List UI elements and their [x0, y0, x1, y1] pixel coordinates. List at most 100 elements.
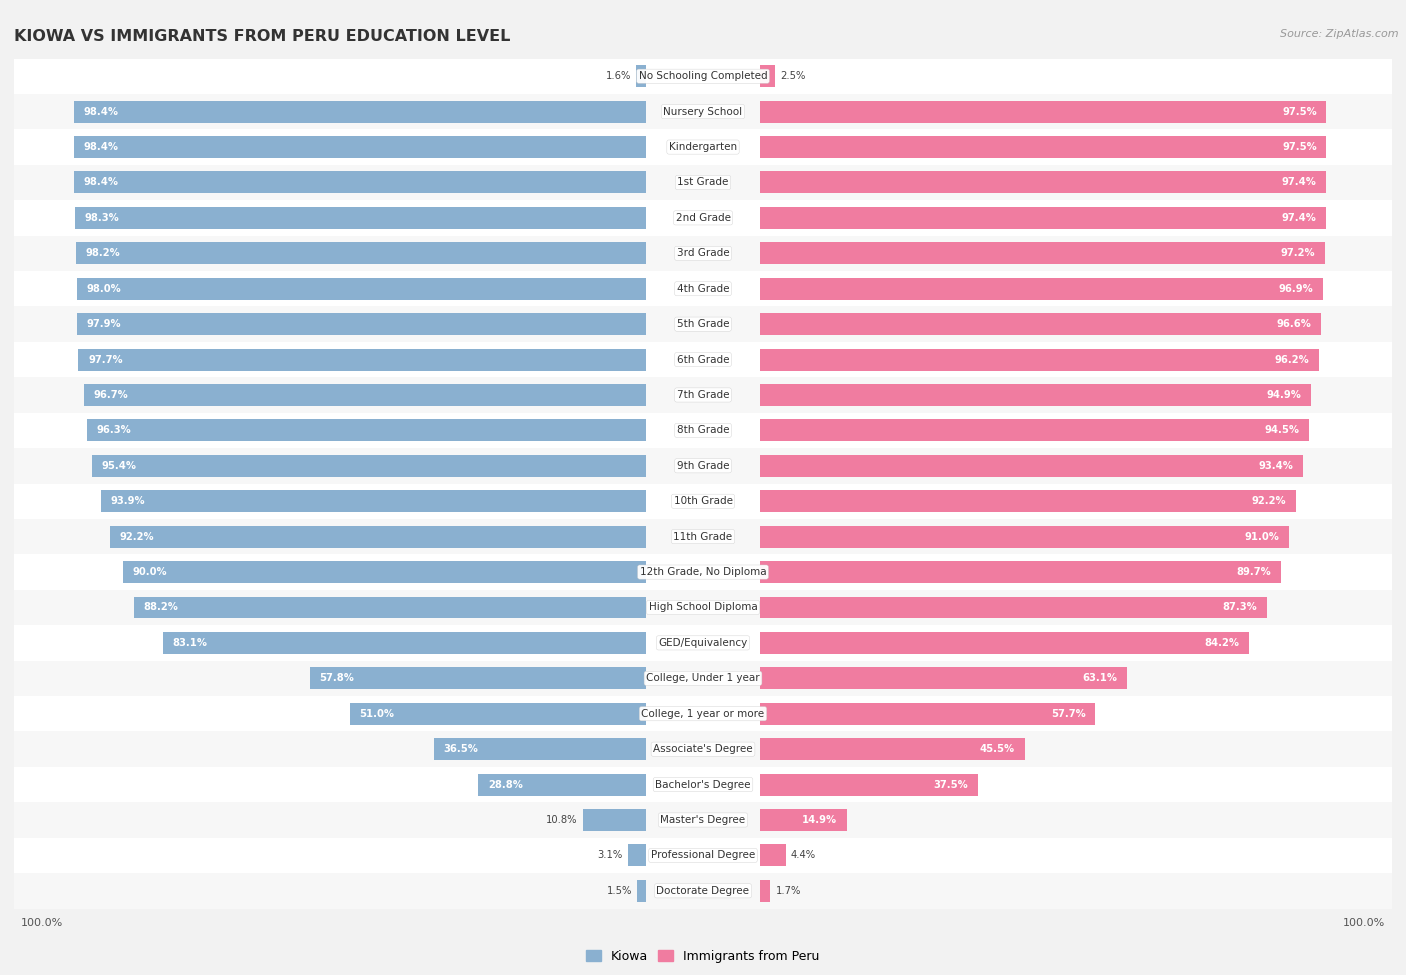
- Bar: [433, 738, 645, 761]
- Bar: [761, 879, 770, 902]
- Bar: [637, 65, 645, 87]
- Bar: [14, 802, 1392, 838]
- Bar: [100, 490, 645, 512]
- Text: 4th Grade: 4th Grade: [676, 284, 730, 293]
- Text: 3rd Grade: 3rd Grade: [676, 249, 730, 258]
- Bar: [14, 484, 1392, 519]
- Text: Source: ZipAtlas.com: Source: ZipAtlas.com: [1281, 29, 1399, 39]
- Text: 96.2%: 96.2%: [1274, 355, 1309, 365]
- Bar: [583, 809, 645, 831]
- Text: 98.4%: 98.4%: [84, 106, 120, 117]
- Bar: [124, 561, 645, 583]
- Text: 3.1%: 3.1%: [598, 850, 623, 860]
- Text: 95.4%: 95.4%: [101, 461, 136, 471]
- Text: Doctorate Degree: Doctorate Degree: [657, 886, 749, 896]
- Bar: [14, 236, 1392, 271]
- Bar: [14, 731, 1392, 767]
- Text: 96.9%: 96.9%: [1278, 284, 1313, 293]
- Text: 1.6%: 1.6%: [606, 71, 631, 81]
- Text: Bachelor's Degree: Bachelor's Degree: [655, 780, 751, 790]
- Text: 57.7%: 57.7%: [1052, 709, 1085, 719]
- Text: Nursery School: Nursery School: [664, 106, 742, 117]
- Text: 11th Grade: 11th Grade: [673, 531, 733, 542]
- Text: 96.3%: 96.3%: [96, 425, 131, 436]
- Text: 92.2%: 92.2%: [1251, 496, 1286, 506]
- Text: 97.7%: 97.7%: [89, 355, 122, 365]
- Bar: [478, 773, 645, 796]
- Text: No Schooling Completed: No Schooling Completed: [638, 71, 768, 81]
- Text: 4.4%: 4.4%: [792, 850, 815, 860]
- Text: College, Under 1 year: College, Under 1 year: [647, 674, 759, 683]
- Text: 10.8%: 10.8%: [547, 815, 578, 825]
- Text: 45.5%: 45.5%: [980, 744, 1015, 754]
- Bar: [761, 65, 775, 87]
- Text: 97.2%: 97.2%: [1281, 249, 1315, 258]
- Text: High School Diploma: High School Diploma: [648, 603, 758, 612]
- Bar: [75, 172, 645, 193]
- Bar: [14, 874, 1392, 909]
- Bar: [14, 306, 1392, 342]
- Text: 10th Grade: 10th Grade: [673, 496, 733, 506]
- Bar: [14, 271, 1392, 306]
- Text: 9th Grade: 9th Grade: [676, 461, 730, 471]
- Bar: [761, 667, 1126, 689]
- Text: 2nd Grade: 2nd Grade: [675, 213, 731, 223]
- Bar: [14, 625, 1392, 661]
- Text: 96.7%: 96.7%: [94, 390, 128, 400]
- Bar: [761, 384, 1312, 406]
- Bar: [14, 661, 1392, 696]
- Bar: [761, 844, 786, 867]
- Bar: [14, 555, 1392, 590]
- Text: 51.0%: 51.0%: [359, 709, 394, 719]
- Bar: [14, 200, 1392, 236]
- Bar: [761, 561, 1281, 583]
- Bar: [14, 412, 1392, 449]
- Bar: [77, 278, 645, 299]
- Bar: [14, 519, 1392, 555]
- Bar: [761, 454, 1302, 477]
- Bar: [14, 342, 1392, 377]
- Text: 5th Grade: 5th Grade: [676, 319, 730, 330]
- Text: 28.8%: 28.8%: [488, 780, 523, 790]
- Text: 98.4%: 98.4%: [84, 177, 120, 187]
- Text: 98.0%: 98.0%: [86, 284, 121, 293]
- Text: 2.5%: 2.5%: [780, 71, 806, 81]
- Text: 87.3%: 87.3%: [1223, 603, 1257, 612]
- Text: KIOWA VS IMMIGRANTS FROM PERU EDUCATION LEVEL: KIOWA VS IMMIGRANTS FROM PERU EDUCATION …: [14, 29, 510, 44]
- Bar: [14, 165, 1392, 200]
- Text: Kindergarten: Kindergarten: [669, 142, 737, 152]
- Bar: [761, 419, 1309, 442]
- Text: 57.8%: 57.8%: [319, 674, 354, 683]
- Bar: [350, 703, 645, 724]
- Bar: [627, 844, 645, 867]
- Text: 88.2%: 88.2%: [143, 603, 179, 612]
- Text: 63.1%: 63.1%: [1083, 674, 1118, 683]
- Text: 1.5%: 1.5%: [606, 886, 631, 896]
- Text: 14.9%: 14.9%: [803, 815, 838, 825]
- Bar: [761, 349, 1319, 371]
- Bar: [14, 590, 1392, 625]
- Bar: [761, 172, 1326, 193]
- Text: Associate's Degree: Associate's Degree: [654, 744, 752, 754]
- Text: 89.7%: 89.7%: [1237, 567, 1271, 577]
- Text: 97.5%: 97.5%: [1282, 106, 1317, 117]
- Bar: [75, 136, 645, 158]
- Bar: [75, 207, 645, 229]
- Text: 100.0%: 100.0%: [1343, 917, 1385, 927]
- Text: 97.9%: 97.9%: [87, 319, 121, 330]
- Bar: [761, 136, 1326, 158]
- Bar: [111, 526, 645, 548]
- Text: 94.9%: 94.9%: [1267, 390, 1302, 400]
- Text: 1.7%: 1.7%: [775, 886, 801, 896]
- Text: 100.0%: 100.0%: [21, 917, 63, 927]
- Bar: [761, 597, 1267, 618]
- Text: 97.4%: 97.4%: [1281, 213, 1316, 223]
- Bar: [134, 597, 645, 618]
- Text: 1st Grade: 1st Grade: [678, 177, 728, 187]
- Text: Master's Degree: Master's Degree: [661, 815, 745, 825]
- Bar: [87, 419, 645, 442]
- Bar: [761, 773, 979, 796]
- Bar: [14, 94, 1392, 130]
- Text: GED/Equivalency: GED/Equivalency: [658, 638, 748, 648]
- Text: Professional Degree: Professional Degree: [651, 850, 755, 860]
